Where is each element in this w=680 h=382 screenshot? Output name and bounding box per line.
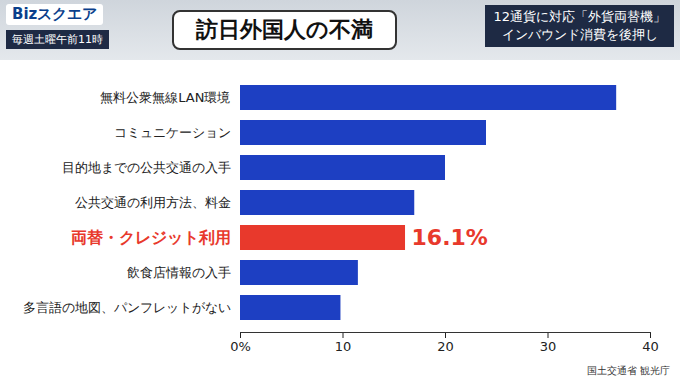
svg-text:コミュニケーション: コミュニケーション bbox=[114, 125, 231, 140]
svg-text:30: 30 bbox=[540, 339, 557, 354]
svg-text:多言語の地図、パンフレットがない: 多言語の地図、パンフレットがない bbox=[23, 300, 231, 315]
svg-text:20: 20 bbox=[437, 339, 454, 354]
svg-text:両替・クレジット利用: 両替・クレジット利用 bbox=[71, 228, 231, 247]
html-text:国土交通省 観光庁: 国土交通省 観光庁 bbox=[586, 365, 670, 376]
svg-text:無料公衆無線LAN環境: 無料公衆無線LAN環境 bbox=[100, 90, 230, 105]
html-text:毎週土曜午前11時: 毎週土曜午前11時 bbox=[12, 33, 103, 46]
html-text:訪日外国人の不満: 訪日外国人の不満 bbox=[196, 17, 373, 42]
svg-text:10: 10 bbox=[335, 339, 352, 354]
svg-text:公共交通の利用方法、料金: 公共交通の利用方法、料金 bbox=[75, 195, 231, 210]
svg-text:飲食店情報の入手: 飲食店情報の入手 bbox=[127, 265, 231, 280]
html-text:Bizスクエア: Bizスクエア bbox=[12, 5, 98, 23]
svg-text:目的地までの公共交通の入手: 目的地までの公共交通の入手 bbox=[62, 160, 231, 175]
html-text:12通貨に対応「外貨両替機」: 12通貨に対応「外貨両替機」 bbox=[493, 9, 666, 24]
svg-text:0%: 0% bbox=[230, 339, 251, 354]
svg-text:16.1%: 16.1% bbox=[412, 225, 488, 250]
html-text:インバウンド消費を後押し: インバウンド消費を後押し bbox=[501, 27, 658, 42]
svg-text:40: 40 bbox=[642, 339, 659, 354]
